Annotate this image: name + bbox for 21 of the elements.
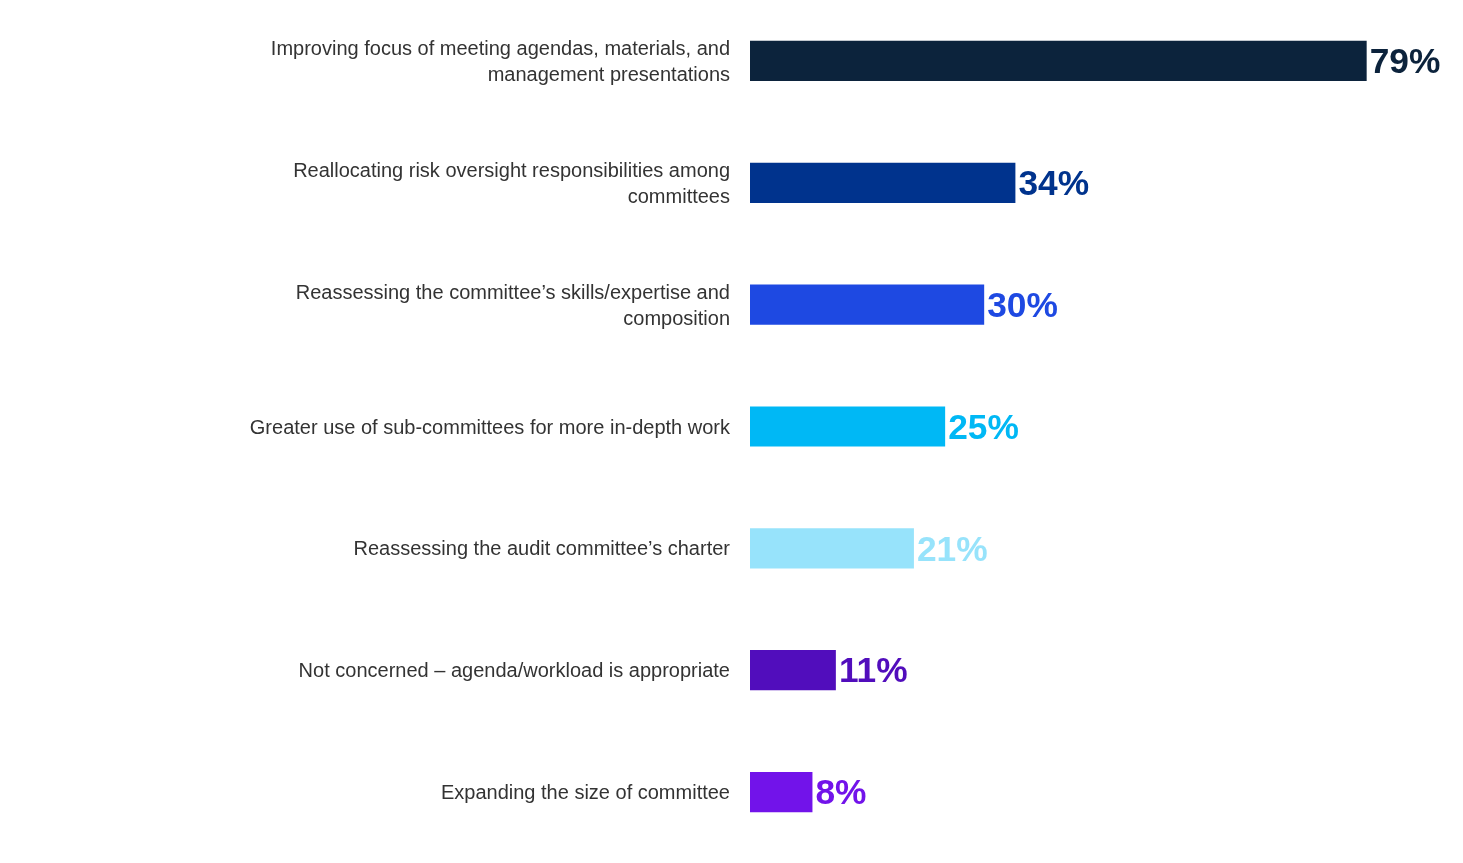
y-tick-label: Not concerned – agenda/workload is appropriate — [298, 659, 730, 682]
data-label: 11% — [838, 650, 908, 690]
y-tick-label: Improving focus of meeting agendas, materials, and management presentations — [270, 36, 730, 85]
y-tick-label: Expanding the size of committee — [440, 781, 730, 804]
y-tick-label: Reallocating risk oversight responsibilities among committees — [293, 158, 730, 207]
bar — [750, 771, 813, 813]
bar — [750, 40, 1367, 82]
y-tick-label: Greater use of sub-committees for more in-depth work — [249, 415, 731, 438]
bar — [750, 284, 985, 325]
bar — [750, 162, 1016, 203]
data-label: 34% — [1018, 163, 1090, 203]
bar — [750, 406, 946, 447]
data-label: 21% — [916, 528, 988, 568]
data-label: 30% — [987, 284, 1058, 324]
y-tick-label: Reassessing the audit committee’s charter — [353, 537, 731, 560]
bar — [750, 528, 914, 569]
bar — [750, 650, 836, 691]
data-label: 79% — [1369, 41, 1441, 81]
data-label: 8% — [815, 772, 867, 812]
y-tick-label: Reassessing the committee’s skills/expertise and composition — [295, 280, 730, 329]
data-label: 25% — [948, 406, 1019, 446]
